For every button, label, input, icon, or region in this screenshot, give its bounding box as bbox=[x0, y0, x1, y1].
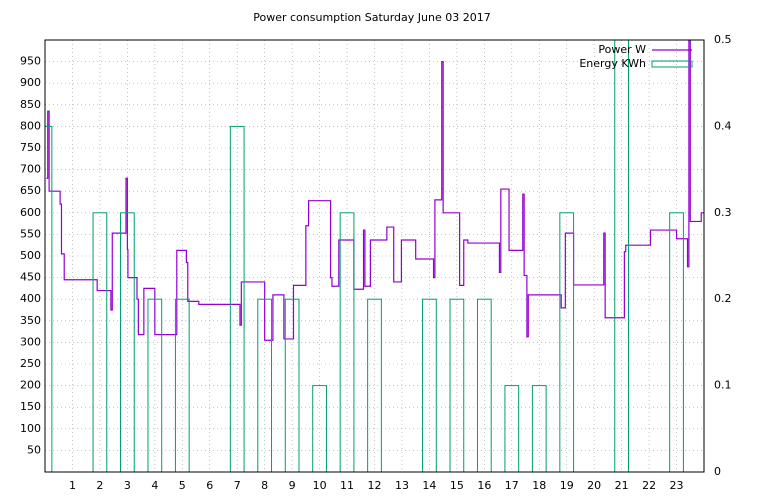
y-tick-label: 550 bbox=[20, 227, 41, 240]
legend-label: Energy KWh bbox=[579, 57, 646, 70]
energy-box bbox=[174, 298, 190, 472]
energy-box bbox=[476, 298, 492, 472]
x-tick-label: 22 bbox=[642, 479, 656, 492]
y2-tick-label: 0.1 bbox=[714, 379, 732, 392]
energy-box bbox=[284, 298, 300, 472]
x-tick-label: 9 bbox=[289, 479, 296, 492]
y-tick-label: 200 bbox=[20, 379, 41, 392]
energy-box bbox=[147, 298, 163, 472]
y-tick-label: 100 bbox=[20, 422, 41, 435]
y2-tick-label: 0.3 bbox=[714, 206, 732, 219]
x-tick-label: 12 bbox=[368, 479, 382, 492]
y-tick-label: 800 bbox=[20, 119, 41, 132]
y-tick-label: 900 bbox=[20, 76, 41, 89]
x-tick-label: 11 bbox=[340, 479, 354, 492]
energy-box bbox=[531, 385, 547, 472]
y2-tick-label: 0.5 bbox=[714, 33, 732, 46]
legend-label: Power W bbox=[598, 43, 646, 56]
x-tick-label: 20 bbox=[587, 479, 601, 492]
x-tick-label: 10 bbox=[313, 479, 327, 492]
energy-box bbox=[367, 298, 382, 472]
energy-box bbox=[449, 298, 465, 472]
energy-box bbox=[614, 40, 629, 472]
energy-box bbox=[422, 298, 437, 472]
x-tick-label: 4 bbox=[151, 479, 158, 492]
energy-box bbox=[312, 385, 327, 472]
x-tick-label: 7 bbox=[234, 479, 241, 492]
legend-swatch bbox=[651, 60, 693, 68]
x-tick-label: 8 bbox=[261, 479, 268, 492]
y-tick-label: 150 bbox=[20, 400, 41, 413]
y-tick-label: 450 bbox=[20, 271, 41, 284]
x-tick-label: 2 bbox=[96, 479, 103, 492]
energy-box bbox=[257, 298, 273, 472]
y-tick-label: 500 bbox=[20, 249, 41, 262]
energy-box bbox=[559, 212, 575, 472]
x-tick-label: 21 bbox=[615, 479, 629, 492]
x-tick-label: 6 bbox=[206, 479, 213, 492]
y2-tick-label: 0.2 bbox=[714, 292, 732, 305]
x-tick-label: 19 bbox=[560, 479, 574, 492]
energy-box bbox=[229, 125, 245, 472]
y-tick-label: 600 bbox=[20, 206, 41, 219]
plot-border bbox=[44, 39, 705, 473]
y2-tick-label: 0.4 bbox=[714, 119, 732, 132]
y-tick-label: 50 bbox=[27, 443, 41, 456]
plot-area bbox=[45, 40, 704, 472]
x-tick-label: 3 bbox=[124, 479, 131, 492]
y-tick-label: 950 bbox=[20, 55, 41, 68]
x-tick-label: 18 bbox=[532, 479, 546, 492]
x-tick-label: 1 bbox=[69, 479, 76, 492]
y-tick-label: 400 bbox=[20, 292, 41, 305]
y2-tick-label: 0 bbox=[714, 465, 721, 478]
y-tick-label: 750 bbox=[20, 141, 41, 154]
x-tick-label: 13 bbox=[395, 479, 409, 492]
energy-box bbox=[504, 385, 520, 472]
x-tick-label: 5 bbox=[179, 479, 186, 492]
power-line bbox=[46, 40, 704, 341]
x-tick-label: 14 bbox=[422, 479, 436, 492]
y-tick-label: 650 bbox=[20, 184, 41, 197]
x-tick-label: 16 bbox=[477, 479, 491, 492]
y-tick-label: 700 bbox=[20, 163, 41, 176]
x-tick-label: 17 bbox=[505, 479, 519, 492]
energy-box bbox=[92, 212, 108, 472]
x-tick-label: 15 bbox=[450, 479, 464, 492]
energy-box bbox=[339, 212, 355, 472]
x-tick-label: 23 bbox=[670, 479, 684, 492]
y-tick-label: 850 bbox=[20, 98, 41, 111]
energy-box bbox=[120, 212, 135, 472]
energy-box bbox=[669, 212, 684, 472]
y-tick-label: 350 bbox=[20, 314, 41, 327]
chart-title: Power consumption Saturday June 03 2017 bbox=[253, 11, 490, 24]
y-tick-label: 250 bbox=[20, 357, 41, 370]
y-tick-label: 300 bbox=[20, 335, 41, 348]
